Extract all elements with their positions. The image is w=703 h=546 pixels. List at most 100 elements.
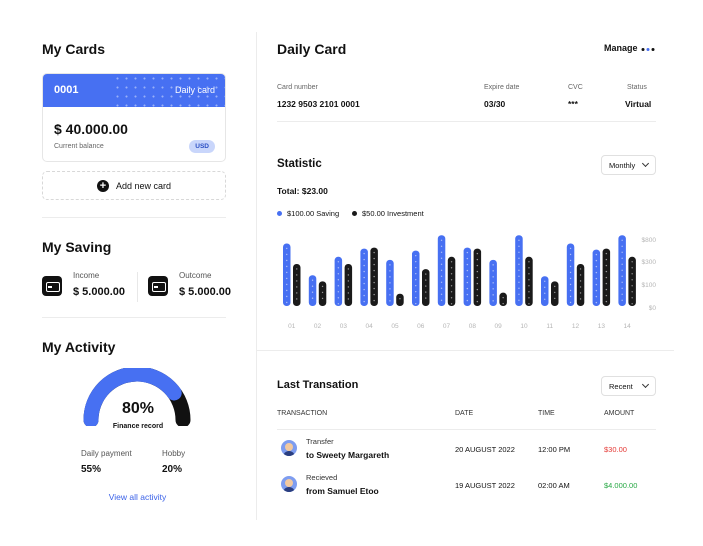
bar-dot [363,258,365,261]
bar-dot [476,288,479,291]
bar-dot [621,269,623,271]
activity-caption: Finance record [112,423,164,430]
bar-dot [605,276,608,279]
x-tick-label: 08 [469,323,477,330]
bar-dot [286,253,288,256]
credit-card[interactable]: 0001 Daily card $ 40.000.00 Current bala… [42,73,226,162]
daily-card-title: Daily Card [277,41,347,57]
bar-dot [389,288,391,290]
bar-dot [373,275,375,278]
bar-dot [347,268,350,270]
bar-saving[interactable] [412,250,420,306]
bar-dot [621,245,623,247]
view-all-activity-link[interactable]: View all activity [108,492,167,502]
bar-investment[interactable] [628,256,636,306]
period-dropdown[interactable]: Monthly [601,155,656,175]
bar-dot [621,299,623,301]
bar-dot [286,259,288,262]
bar-dot [476,294,479,297]
transaction-name[interactable]: from Samuel Etoo [306,486,379,496]
bar-dot [466,299,469,302]
bar-dot [492,288,494,290]
bar-investment[interactable] [396,293,404,306]
transactions-filter-value: Recent [609,381,633,391]
add-new-card-button[interactable]: + Add new card [42,171,226,200]
bar-dot [528,273,530,275]
card-balance: $ 40.000.00 [54,121,128,137]
bar-investment[interactable] [422,269,430,306]
transaction-type: Recieved [306,473,338,482]
bar-dot [569,295,572,298]
bar-dot [476,276,479,279]
bar-investment[interactable] [525,256,533,306]
manage-button[interactable]: Manage [604,43,638,53]
bar-investment[interactable] [447,256,456,306]
bar-dot [415,260,417,263]
legend-investment: $50.00 Investment [352,209,424,218]
bar-dot [631,285,633,287]
bar-dot [554,297,556,300]
hobby-value: 20% [162,464,183,475]
bar-dot [373,293,375,296]
bar-dot [595,259,598,262]
transaction-name[interactable]: to Sweety Margareth [306,450,390,460]
bar-saving[interactable] [592,249,601,306]
bar-dot [321,285,324,288]
bar-dot [544,280,546,282]
bar-dot [466,293,469,296]
bar-dot [631,267,633,269]
x-tick-label: 03 [340,323,348,330]
bar-saving[interactable] [283,243,291,306]
currency-badge: USD [189,140,215,153]
bar-dot [425,297,427,299]
expire-value: 03/30 [484,99,506,109]
transaction-type: Transfer [306,437,334,446]
x-tick-label: 14 [624,323,632,330]
bar-dot [528,285,530,287]
bar-dot [440,269,443,271]
bar-investment[interactable] [318,281,327,306]
bar-investment[interactable] [551,281,559,306]
bar-dot [492,264,494,266]
bar-dot [595,295,598,298]
bar-dot [389,276,391,278]
bar-dot [311,285,314,287]
bar-investment[interactable] [344,263,353,306]
bar-dot [450,267,453,269]
bar-dot [518,245,520,247]
bar-dot [518,239,520,241]
bar-dot [311,297,314,299]
column-header-time: TIME [538,410,555,417]
transactions-filter-dropdown[interactable]: Recent [601,376,656,396]
bar-dot [466,263,469,266]
bar-dot [450,297,453,299]
x-tick-label: 06 [417,323,425,330]
outcome-label: Outcome [179,271,212,280]
expire-label: Expire date [484,84,520,91]
bar-dot [621,287,623,289]
bar-investment[interactable] [499,292,507,306]
bar-saving[interactable] [566,243,575,306]
bar-dot [579,286,582,288]
bar-dot [631,279,633,281]
bar-saving[interactable] [334,256,343,306]
bar-dot [450,291,453,293]
bar-dot [605,264,608,267]
bar-saving[interactable] [541,276,549,306]
card-header: 0001 Daily card [43,74,225,107]
bar-saving[interactable] [308,275,317,306]
bar-dot [450,279,453,281]
my-activity-title: My Activity [42,339,116,355]
bar-dot [363,264,365,267]
plus-icon: + [96,179,109,192]
bar-investment[interactable] [576,263,585,306]
bar-dot [347,280,350,282]
activity-percent: 80% [121,400,155,417]
bar-dot [347,298,350,300]
bar-dot [286,301,288,304]
bar-investment[interactable] [293,263,301,306]
more-icon[interactable] [641,47,655,52]
bar-dot [337,261,340,263]
bar-dot [440,281,443,283]
bar-dot [286,271,288,274]
